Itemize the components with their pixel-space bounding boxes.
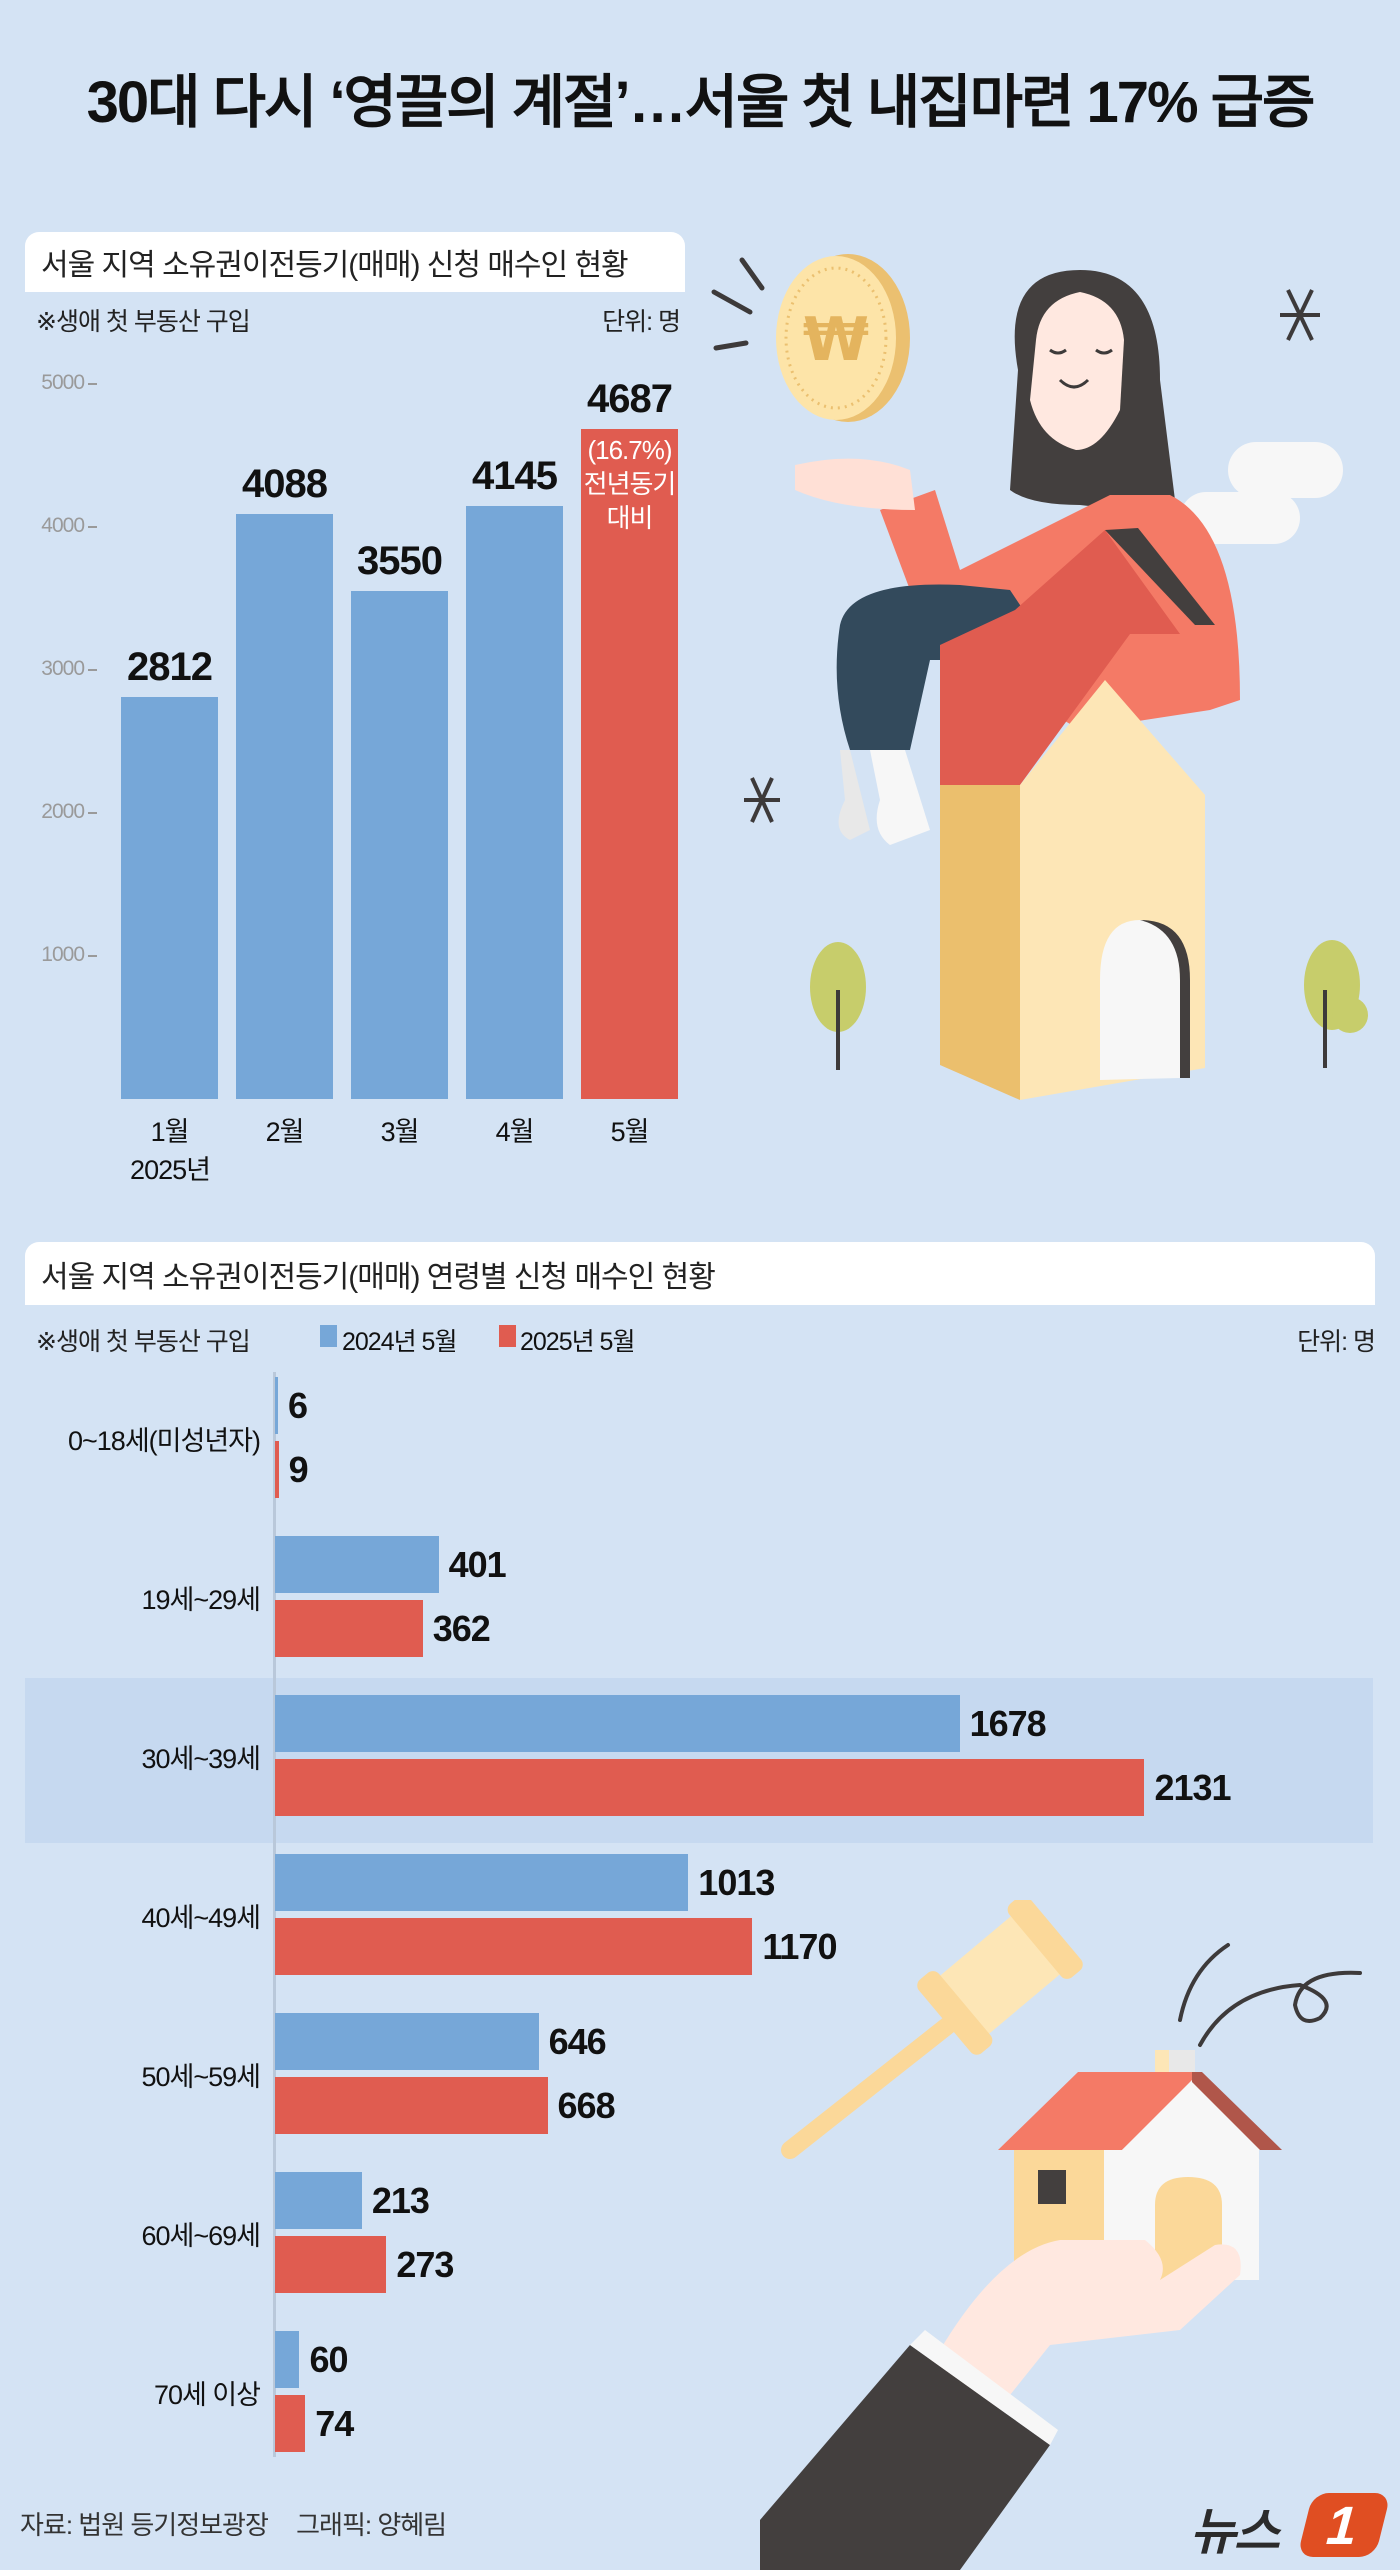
bar-value-label: 2812	[127, 644, 213, 689]
hbar-2025	[275, 1759, 1145, 1816]
hbar-2024	[275, 1854, 689, 1911]
y-tick-label: 1000	[41, 943, 85, 966]
gavel-house-hand-illustration	[760, 1900, 1362, 2570]
bar-value-label: 4088	[242, 462, 328, 507]
hbar-value-label: 213	[371, 2180, 430, 2221]
y-tick-mark	[88, 812, 97, 814]
y-tick-mark	[88, 669, 97, 671]
age-category-label: 40세~49세	[141, 1903, 261, 1933]
swirl-lines-icon	[1178, 1943, 1362, 2047]
hbar-2024	[275, 2331, 300, 2388]
section1-unit: 단위: 명	[602, 308, 681, 336]
bar-1월	[121, 696, 218, 1099]
section2-heading: 서울 지역 소유권이전등기(매매) 연령별 신청 매수인 현황	[41, 1260, 716, 1294]
cloud-shape	[1180, 442, 1343, 544]
news1-logo-badge-number: 1	[1324, 2496, 1359, 2556]
age-category-label: 60세~69세	[141, 2221, 261, 2251]
age-category-label: 70세 이상	[153, 2380, 261, 2410]
red-bar-annotation-line3: 대비	[606, 503, 654, 533]
bar-value-label: 3550	[357, 539, 443, 584]
legend-swatch-2024	[320, 1325, 337, 1347]
age-category-label: 0~18세(미성년자)	[68, 1426, 261, 1456]
hbar-2024	[275, 1695, 960, 1752]
legend-label-2024: 2024년 5월	[342, 1328, 457, 1356]
x-axis-month-label: 1월	[150, 1117, 190, 1147]
hbar-value-label: 1013	[698, 1862, 775, 1903]
hbar-value-label: 273	[396, 2244, 454, 2285]
red-bar-annotation-pct: (16.7%)	[587, 435, 672, 465]
hbar-2025	[275, 2395, 306, 2452]
x-axis-month-label: 5월	[610, 1117, 650, 1147]
hand-shape	[760, 2240, 1241, 2570]
bar-value-label: 4687	[587, 376, 673, 421]
age-category-label: 19세~29세	[141, 1585, 261, 1615]
hbar-value-label: 401	[448, 1544, 507, 1585]
hbar-value-label: 1170	[762, 1926, 837, 1967]
y-tick-label: 3000	[41, 657, 85, 680]
woman-on-house-illustration: ₩	[711, 254, 1368, 1100]
svg-text:₩: ₩	[803, 305, 869, 375]
y-tick-label: 4000	[41, 514, 85, 537]
x-axis-month-label: 4월	[495, 1117, 535, 1147]
x-axis-month-label: 2월	[265, 1117, 305, 1147]
gavel-icon	[781, 1900, 1083, 2159]
age-category-label: 50세~59세	[141, 2062, 261, 2092]
bar-2월	[236, 514, 333, 1099]
house-icon	[998, 2050, 1282, 2280]
hbar-value-label: 1678	[969, 1703, 1047, 1744]
hbar-value-label: 646	[548, 2021, 607, 2062]
source-text: 자료: 법원 등기정보광장	[20, 2510, 269, 2540]
section1-heading: 서울 지역 소유권이전등기(매매) 신청 매수인 현황	[41, 249, 629, 282]
x-axis-year-label: 2025년	[130, 1155, 211, 1185]
tree-right-shape	[1304, 940, 1368, 1068]
sparkle-lines-icon	[711, 257, 765, 351]
hbar-value-label: 74	[315, 2403, 354, 2444]
section2-unit: 단위: 명	[1297, 1328, 1376, 1356]
hbar-value-label: 9	[288, 1449, 309, 1490]
hbar-2025	[275, 2236, 387, 2293]
red-bar-annotation-line2: 전년동기	[583, 469, 677, 499]
asterisk-left-icon	[744, 777, 780, 823]
asterisk-icon	[1280, 289, 1320, 341]
hbar-chart-axis	[273, 1372, 276, 2457]
legend-swatch-2025	[499, 1325, 516, 1347]
y-tick-label: 5000	[41, 371, 85, 394]
hbar-2024	[275, 2172, 362, 2229]
hbar-2025	[275, 1918, 753, 1975]
won-coin-icon: ₩	[776, 254, 910, 422]
hbar-value-label: 6	[288, 1385, 308, 1426]
bar-3월	[351, 591, 448, 1099]
hbar-2025	[275, 2077, 548, 2134]
bar-5월	[581, 428, 678, 1099]
y-tick-mark	[88, 383, 97, 385]
news1-logo-text: 뉴스	[1190, 2504, 1280, 2560]
age-category-label: 30세~39세	[141, 1744, 261, 1774]
section1-note: ※생애 첫 부동산 구입	[36, 308, 251, 336]
section2-heading-box: 서울 지역 소유권이전등기(매매) 연령별 신청 매수인 현황	[25, 1242, 1375, 1305]
hbar-2024	[275, 1536, 439, 1593]
bar-value-label: 4145	[472, 454, 558, 499]
x-axis-month-label: 3월	[380, 1117, 420, 1147]
legend-label-2025: 2025년 5월	[520, 1328, 635, 1356]
hbar-value-label: 60	[309, 2339, 348, 2380]
tree-left-shape	[810, 942, 866, 1070]
y-tick-label: 2000	[41, 800, 85, 823]
graphic-credit-text: 그래픽: 양혜림	[296, 2510, 447, 2540]
footer-credits: 자료: 법원 등기정보광장 그래픽: 양혜림	[20, 2505, 447, 2542]
small-house-shape	[940, 528, 1215, 1100]
y-tick-mark	[88, 955, 97, 957]
hbar-2024	[275, 1377, 278, 1434]
y-tick-mark	[88, 526, 97, 528]
section2-note: ※생애 첫 부동산 구입	[36, 1328, 251, 1356]
hbar-2024	[275, 2013, 539, 2070]
hbar-value-label: 2131	[1154, 1767, 1231, 1808]
hbar-2025	[275, 1600, 423, 1657]
hbar-2025	[275, 1441, 279, 1498]
headline-title: 30대 다시 ‘영끌의 계절’…서울 첫 내집마련 17% 급증	[86, 70, 1316, 135]
section1-heading-box: 서울 지역 소유권이전등기(매매) 신청 매수인 현황	[25, 232, 685, 292]
hbar-value-label: 362	[432, 1608, 491, 1649]
bar-4월	[466, 506, 563, 1099]
hbar-value-label: 668	[557, 2085, 616, 2126]
